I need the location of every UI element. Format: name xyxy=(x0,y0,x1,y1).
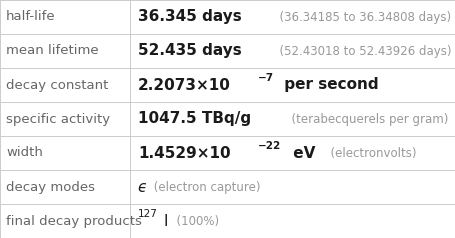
Text: 52.435 days: 52.435 days xyxy=(138,44,241,59)
Text: (100%): (100%) xyxy=(169,214,219,228)
Text: decay modes: decay modes xyxy=(6,180,95,193)
Text: 127: 127 xyxy=(138,208,157,218)
Text: decay constant: decay constant xyxy=(6,79,108,91)
Text: eV: eV xyxy=(287,145,314,160)
Text: half-life: half-life xyxy=(6,10,56,24)
Text: width: width xyxy=(6,147,43,159)
Text: 2.2073×10: 2.2073×10 xyxy=(138,78,230,93)
Text: −22: −22 xyxy=(257,140,280,150)
Text: I: I xyxy=(163,213,168,228)
Text: (52.43018 to 52.43926 days): (52.43018 to 52.43926 days) xyxy=(271,45,450,58)
Text: final decay products: final decay products xyxy=(6,214,142,228)
Text: ϵ: ϵ xyxy=(138,179,147,194)
Text: per second: per second xyxy=(278,78,378,93)
Text: (electronvolts): (electronvolts) xyxy=(322,147,415,159)
Text: −7: −7 xyxy=(257,73,273,83)
Text: 1.4529×10: 1.4529×10 xyxy=(138,145,230,160)
Text: (electron capture): (electron capture) xyxy=(150,180,260,193)
Text: (36.34185 to 36.34808 days): (36.34185 to 36.34808 days) xyxy=(271,10,450,24)
Text: (terabecquerels per gram): (terabecquerels per gram) xyxy=(283,113,447,125)
Text: mean lifetime: mean lifetime xyxy=(6,45,98,58)
Text: specific activity: specific activity xyxy=(6,113,110,125)
Text: 1047.5 TBq/g: 1047.5 TBq/g xyxy=(138,111,251,127)
Text: 36.345 days: 36.345 days xyxy=(138,10,241,25)
